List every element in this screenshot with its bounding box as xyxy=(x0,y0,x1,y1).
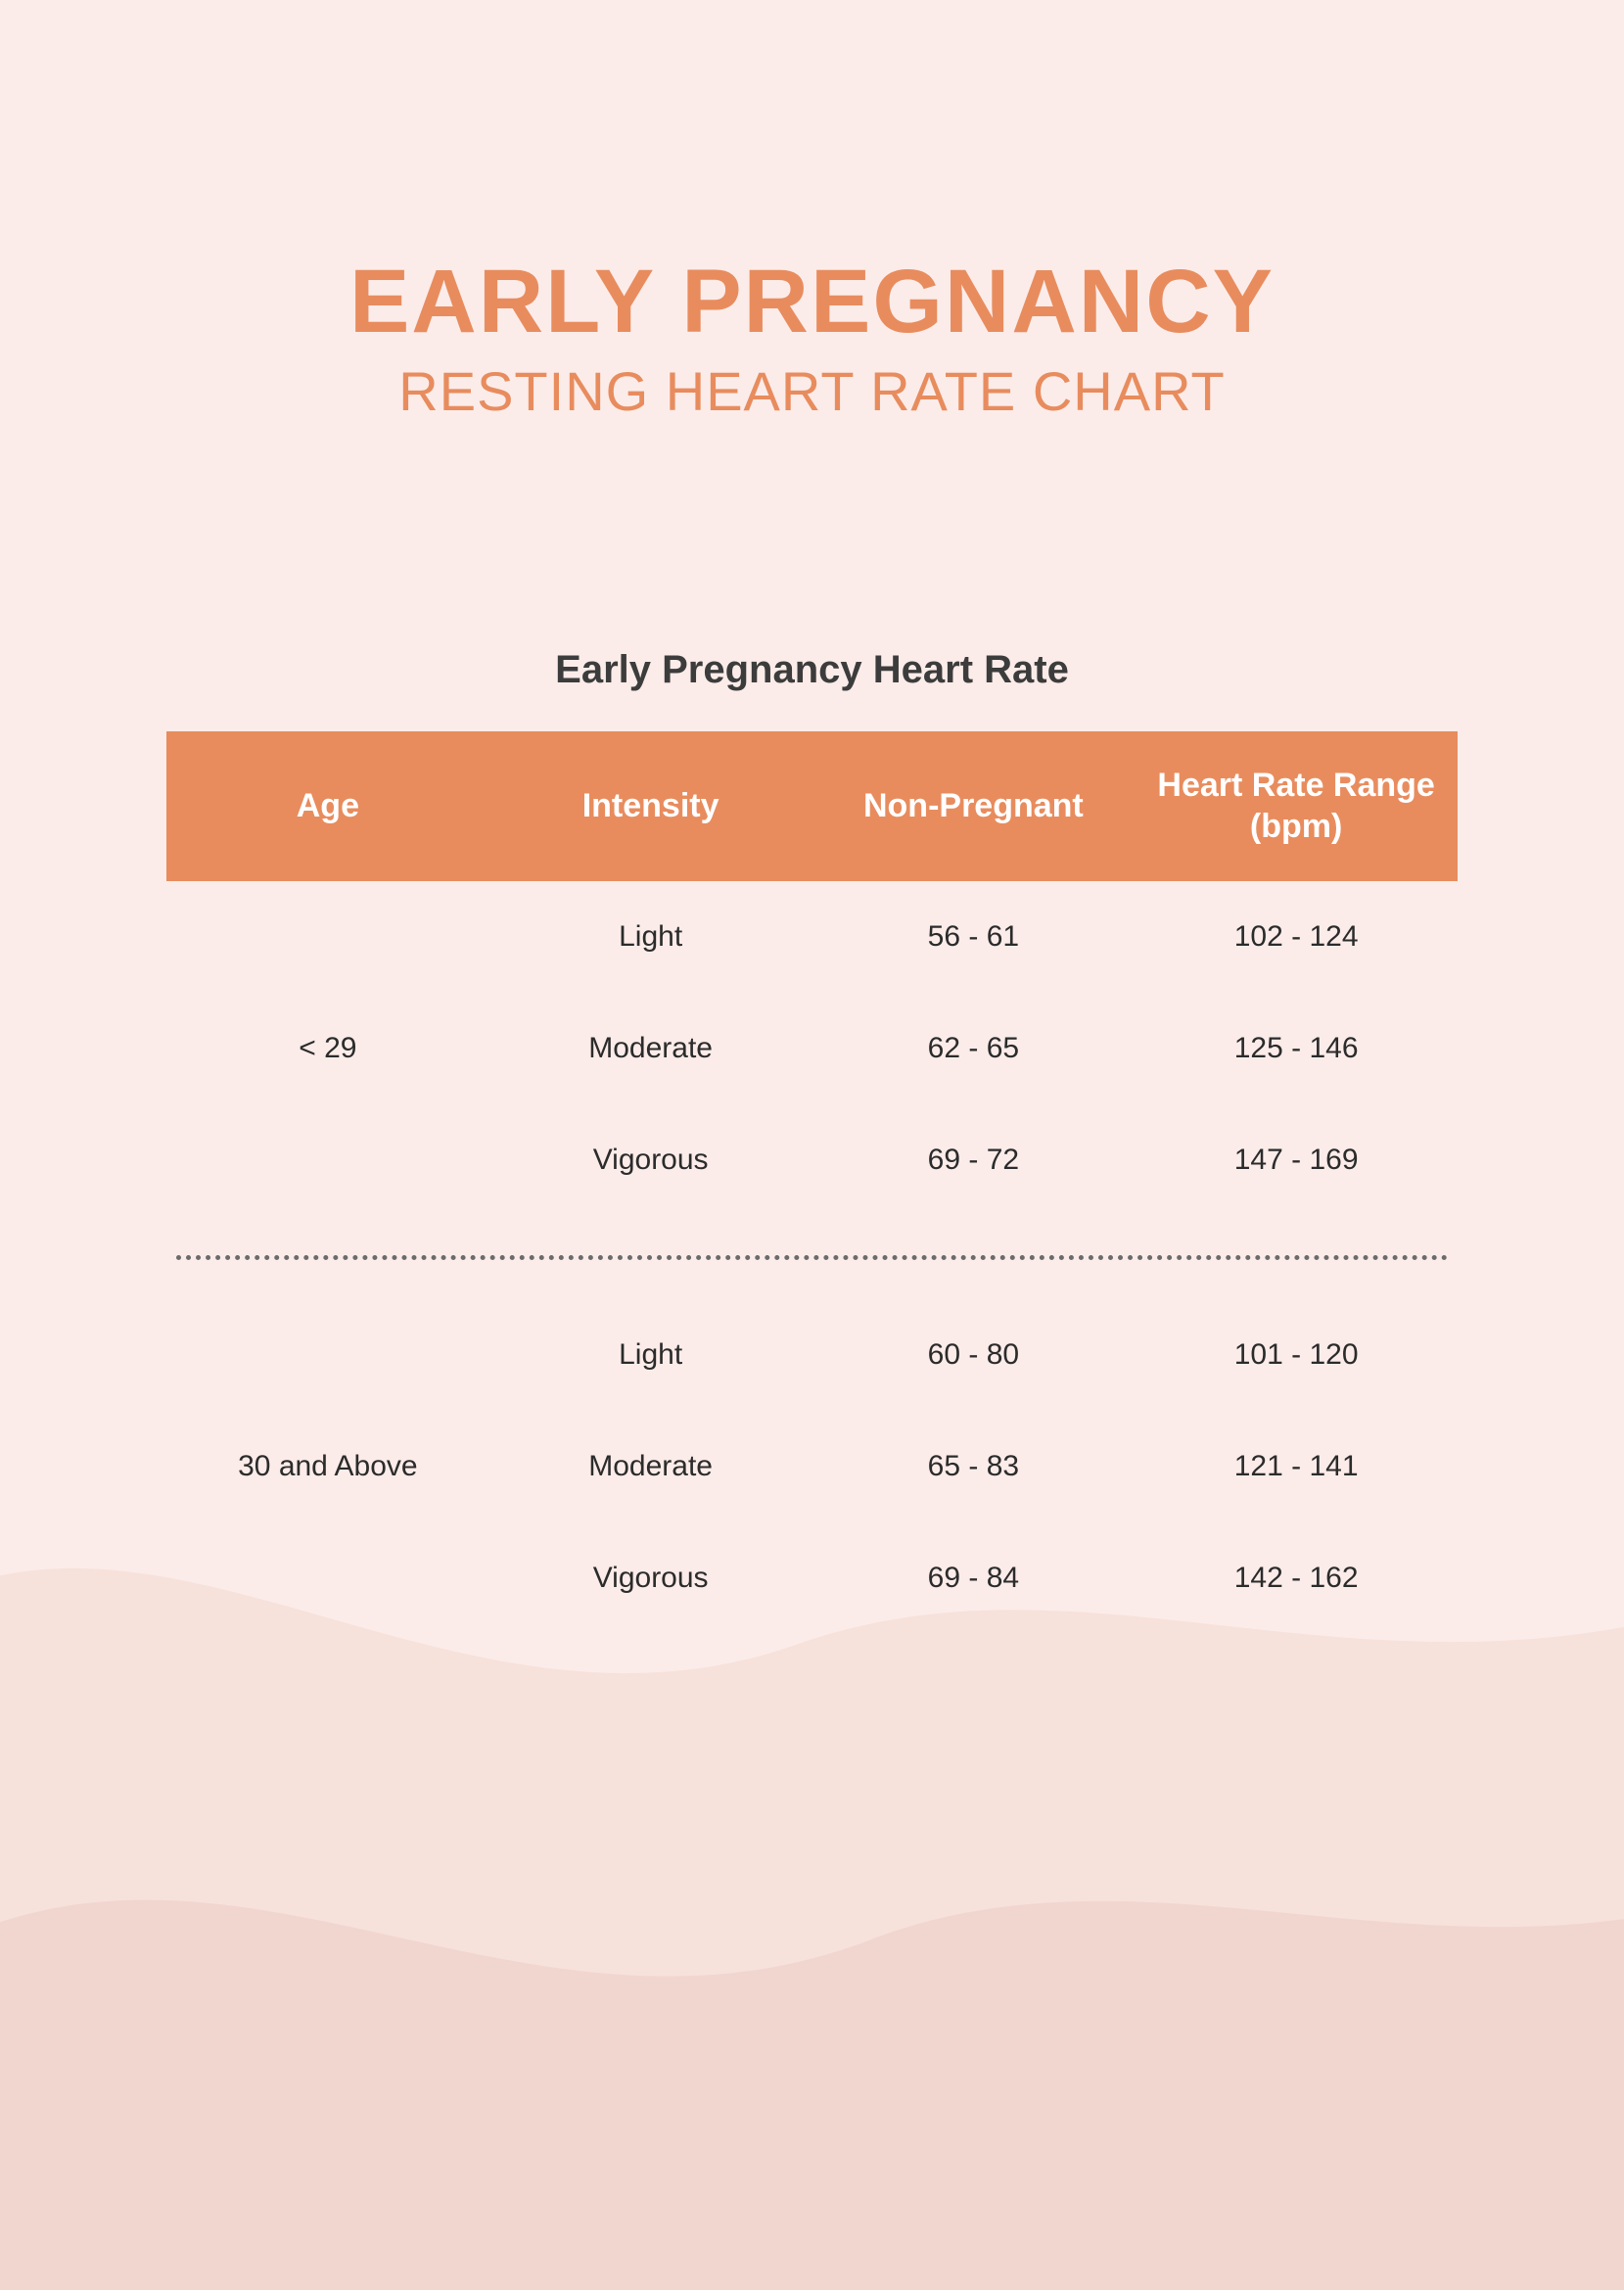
cell-intensity: Vigorous xyxy=(489,1104,812,1216)
col-header-intensity: Intensity xyxy=(489,731,812,881)
table-header: Age Intensity Non-Pregnant Heart Rate Ra… xyxy=(166,731,1458,881)
cell-hr-range: 101 - 120 xyxy=(1135,1299,1458,1411)
cell-non-pregnant: 65 - 83 xyxy=(812,1411,1136,1522)
wave-path-2 xyxy=(0,1841,1624,2290)
table-row: 30 and Above Light 60 - 80 101 - 120 xyxy=(166,1299,1458,1411)
cell-hr-range: 142 - 162 xyxy=(1135,1522,1458,1634)
page-title-line2: RESTING HEART RATE CHART xyxy=(166,359,1458,423)
cell-hr-range: 121 - 141 xyxy=(1135,1411,1458,1522)
cell-non-pregnant: 62 - 65 xyxy=(812,993,1136,1104)
wave-path-1 xyxy=(0,1547,1624,2290)
cell-non-pregnant: 56 - 61 xyxy=(812,881,1136,993)
heart-rate-table: Age Intensity Non-Pregnant Heart Rate Ra… xyxy=(166,731,1458,1634)
page: EARLY PREGNANCY RESTING HEART RATE CHART… xyxy=(0,0,1624,2290)
page-title-line1: EARLY PREGNANCY xyxy=(166,255,1458,350)
cell-non-pregnant: 69 - 72 xyxy=(812,1104,1136,1216)
table-row: < 29 Light 56 - 61 102 - 124 xyxy=(166,881,1458,993)
divider-line xyxy=(176,1255,1448,1260)
cell-intensity: Moderate xyxy=(489,1411,812,1522)
cell-hr-range: 102 - 124 xyxy=(1135,881,1458,993)
table-body: < 29 Light 56 - 61 102 - 124 Moderate 62… xyxy=(166,881,1458,1634)
cell-hr-range: 147 - 169 xyxy=(1135,1104,1458,1216)
cell-age: < 29 xyxy=(166,881,489,1216)
cell-non-pregnant: 60 - 80 xyxy=(812,1299,1136,1411)
col-header-non-pregnant: Non-Pregnant xyxy=(812,731,1136,881)
cell-intensity: Moderate xyxy=(489,993,812,1104)
col-header-hr-range: Heart Rate Range (bpm) xyxy=(1135,731,1458,881)
background-wave-lower xyxy=(0,1723,1624,2290)
group-divider xyxy=(166,1216,1458,1299)
section-title: Early Pregnancy Heart Rate xyxy=(166,648,1458,692)
cell-intensity: Vigorous xyxy=(489,1522,812,1634)
col-header-age: Age xyxy=(166,731,489,881)
cell-intensity: Light xyxy=(489,1299,812,1411)
table-header-row: Age Intensity Non-Pregnant Heart Rate Ra… xyxy=(166,731,1458,881)
cell-intensity: Light xyxy=(489,881,812,993)
content-area: EARLY PREGNANCY RESTING HEART RATE CHART… xyxy=(0,0,1624,1634)
cell-hr-range: 125 - 146 xyxy=(1135,993,1458,1104)
cell-non-pregnant: 69 - 84 xyxy=(812,1522,1136,1634)
cell-age: 30 and Above xyxy=(166,1299,489,1634)
